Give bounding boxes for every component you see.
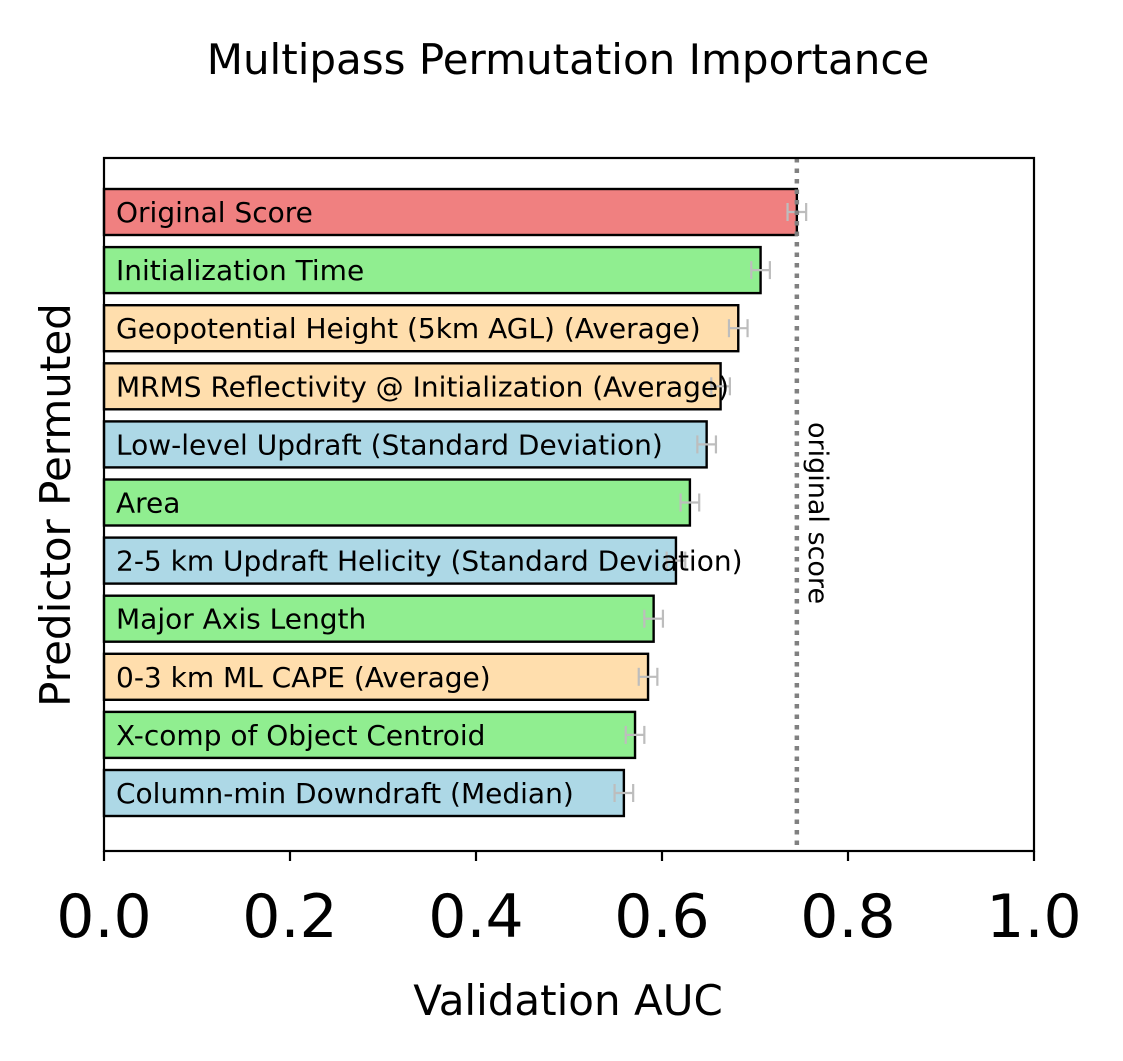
bar (102, 362, 722, 411)
errorbars-layer (613, 203, 808, 802)
error-bar (727, 319, 749, 338)
bar-label: Column-min Downdraft (Median) (116, 777, 574, 810)
plot-frame (102, 156, 1036, 853)
bar-label: X-comp of Object Centroid (116, 719, 485, 752)
bar-label: 2-5 km Updraft Helicity (Standard Deviat… (116, 545, 743, 578)
error-bar (710, 377, 731, 396)
chart-title: Multipass Permutation Importance (207, 35, 930, 84)
error-bar (613, 784, 635, 802)
x-tick-label: 0.6 (614, 882, 709, 952)
error-bar (679, 493, 701, 512)
bars-layer (102, 187, 799, 818)
bar (102, 187, 799, 237)
x-tick-label: 1.0 (986, 882, 1081, 952)
bar-label: Low-level Updraft (Standard Deviation) (116, 428, 663, 461)
bar-label: Original Score (116, 196, 313, 229)
bar-label: Major Axis Length (116, 603, 366, 636)
x-axis-label: Validation AUC (413, 976, 723, 1025)
bar (102, 304, 740, 353)
error-bar (637, 667, 659, 686)
error-bar (750, 261, 771, 280)
bar-label: Initialization Time (116, 254, 364, 287)
x-axis-ticks: 0.0 0.2 0.4 0.6 0.8 1.0 (56, 851, 1082, 952)
bar (102, 245, 762, 295)
original-score-label: original score (802, 422, 833, 604)
x-tick-label: 0.2 (242, 882, 337, 952)
error-bar (696, 435, 718, 454)
error-bar (643, 609, 665, 628)
x-tick-label: 0.4 (428, 882, 523, 952)
error-bar (665, 551, 687, 570)
bar-label: 0-3 km ML CAPE (Average) (116, 661, 491, 694)
bar (102, 420, 708, 469)
bar-label: Geopotential Height (5km AGL) (Average) (116, 312, 701, 345)
x-tick-label: 0.8 (800, 882, 895, 952)
y-axis-label: Predictor Permuted (31, 303, 80, 707)
bar-labels-layer: Original Score Initialization Time Geopote… (116, 196, 743, 810)
error-bar (624, 725, 646, 744)
x-tick-label: 0.0 (56, 882, 151, 952)
bar-label: MRMS Reflectivity @ Initialization (Aver… (116, 370, 729, 403)
bar-label: Area (116, 487, 180, 520)
bar (102, 478, 692, 527)
reference-layer: original score (794, 158, 833, 851)
